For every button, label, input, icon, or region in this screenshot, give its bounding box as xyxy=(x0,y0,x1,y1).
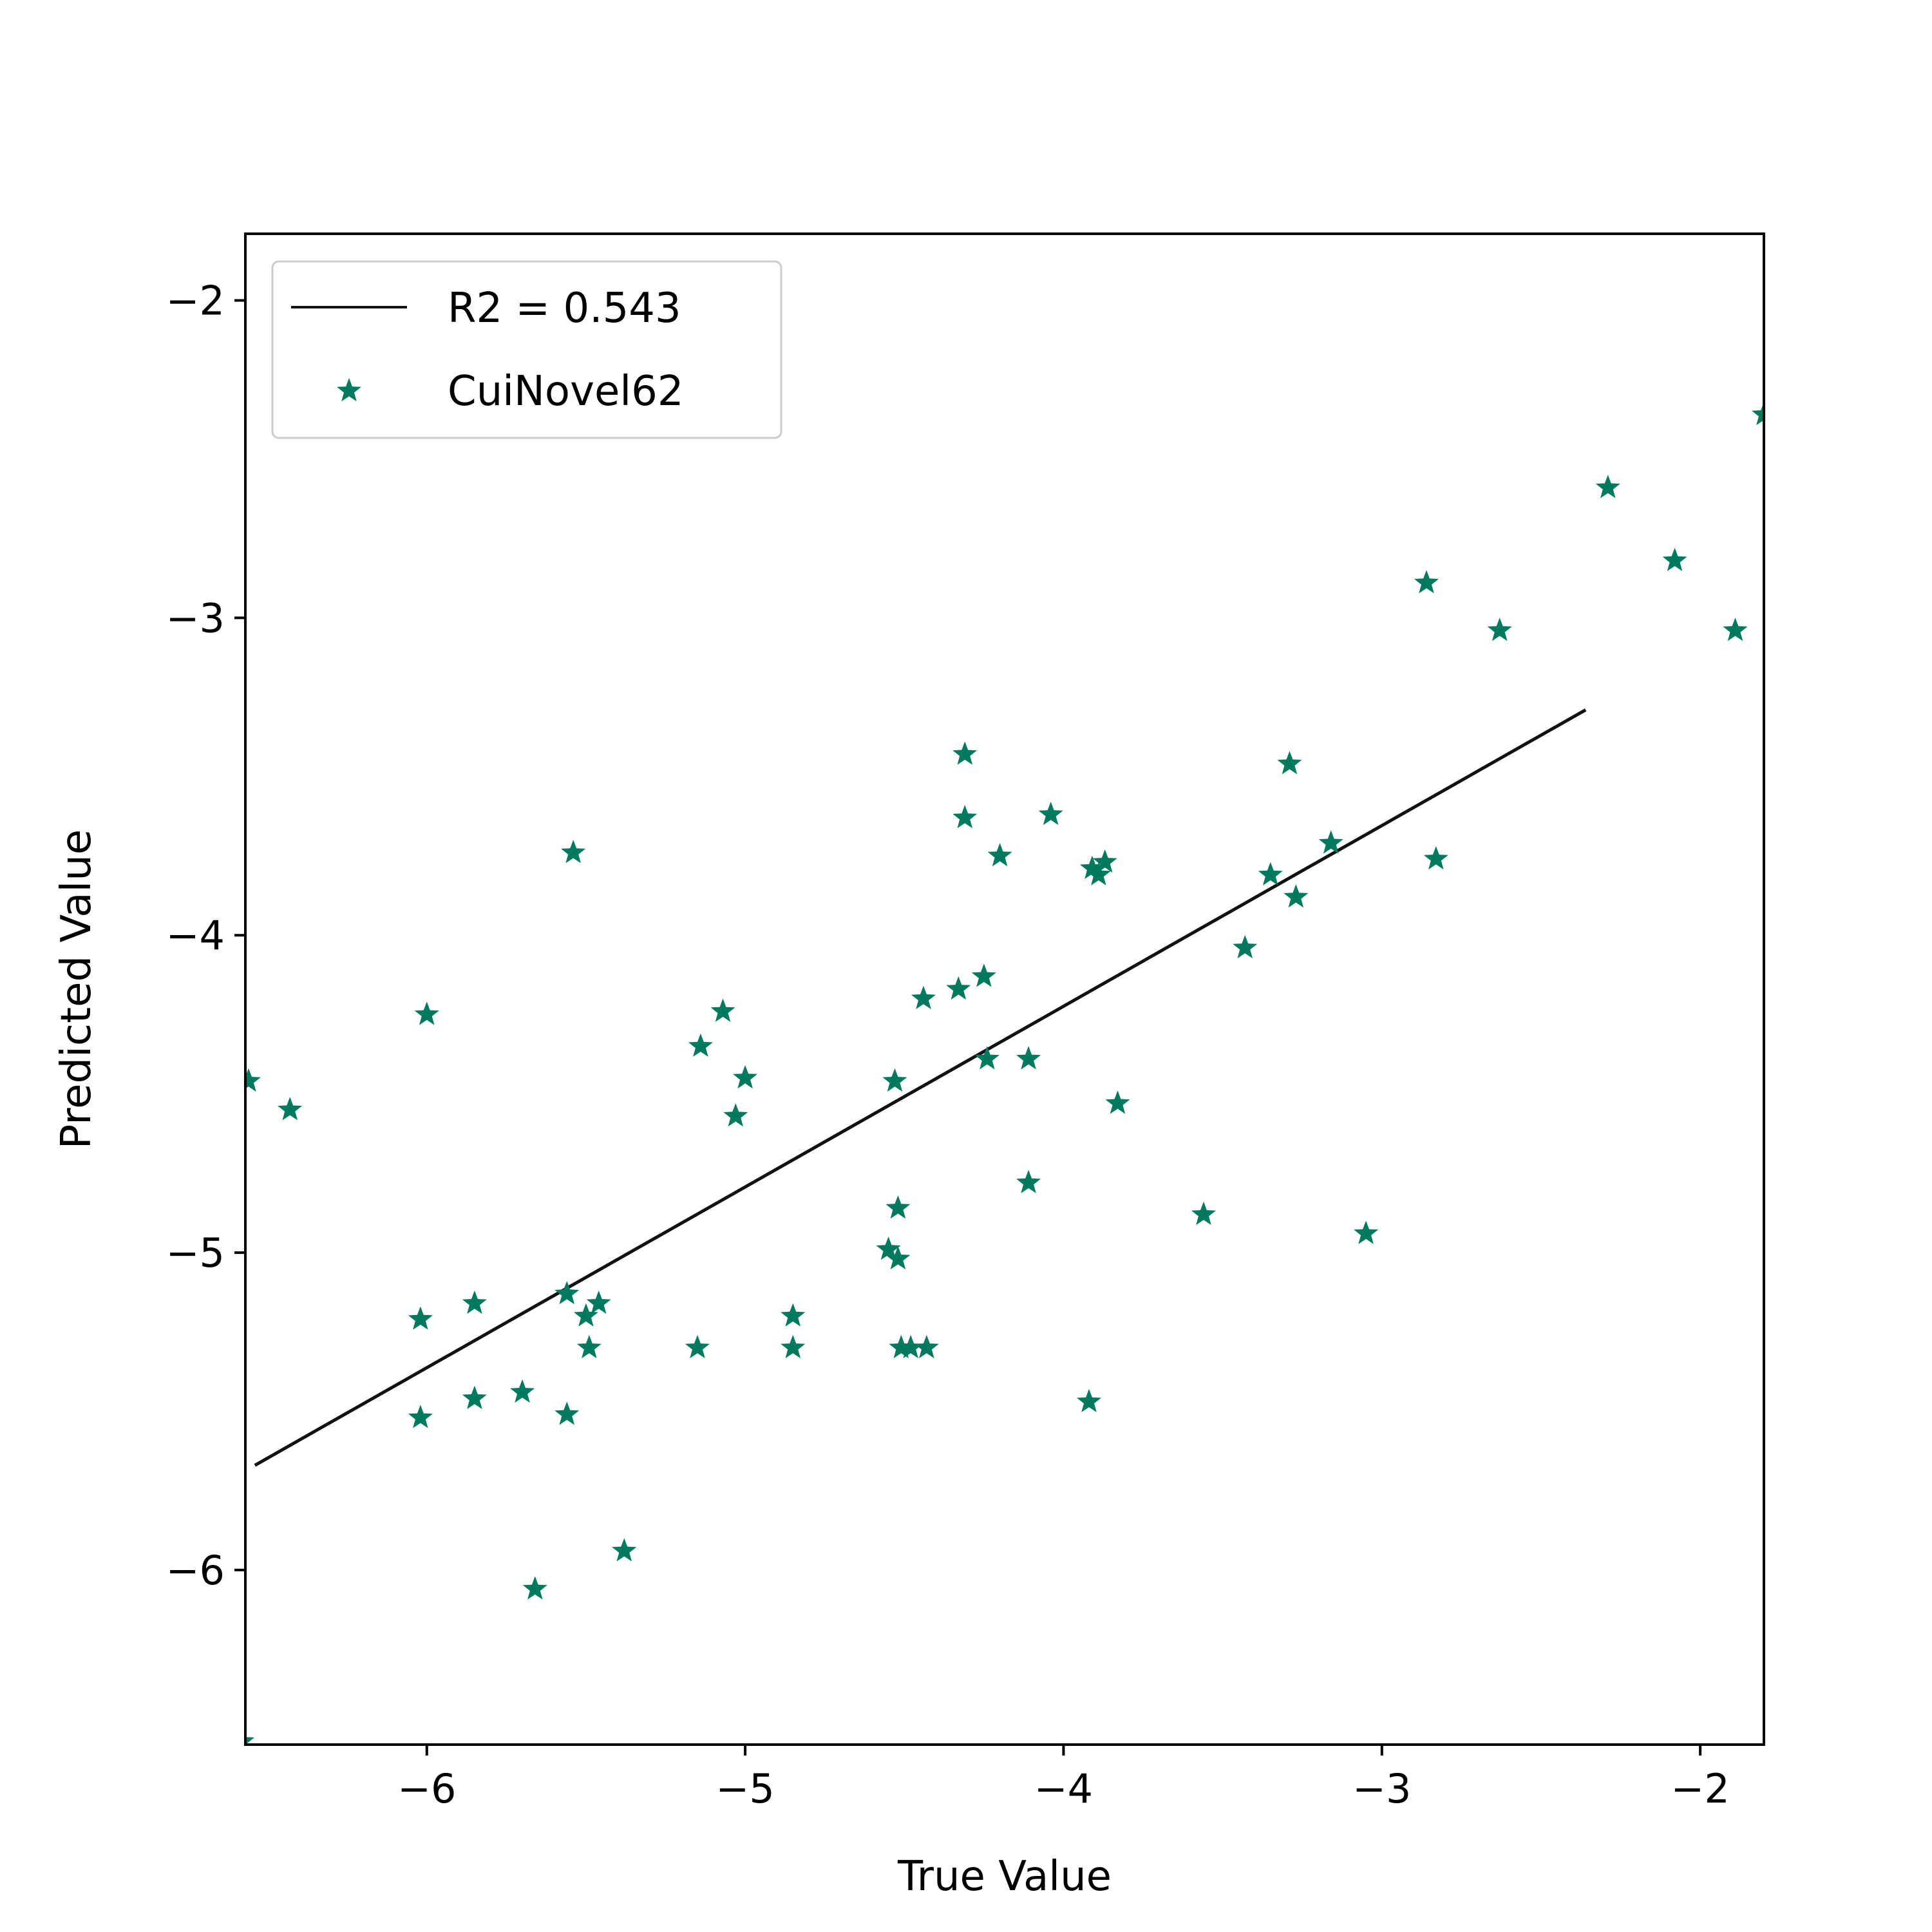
data-point xyxy=(886,1245,911,1270)
x-tick-label: −6 xyxy=(397,1765,456,1812)
data-point xyxy=(1077,1388,1101,1412)
data-point xyxy=(554,1401,580,1425)
data-point xyxy=(952,741,978,765)
y-tick-label: −4 xyxy=(166,912,225,959)
data-point xyxy=(876,1236,901,1260)
data-point xyxy=(987,843,1012,867)
legend-scatter-label: CuiNovel62 xyxy=(448,368,684,415)
data-point xyxy=(898,1334,923,1359)
data-point xyxy=(1423,846,1448,870)
data-point xyxy=(914,1334,939,1359)
data-point xyxy=(952,804,978,828)
plot-marks xyxy=(245,401,1764,1745)
x-tick-label: −3 xyxy=(1352,1765,1411,1812)
data-point xyxy=(1258,862,1283,886)
data-point xyxy=(245,1737,255,1745)
data-point xyxy=(781,1334,806,1359)
x-tick-label: −4 xyxy=(1034,1765,1093,1812)
data-point xyxy=(561,840,586,864)
y-tick-label: −3 xyxy=(166,594,225,641)
data-point xyxy=(1283,884,1309,908)
data-point xyxy=(889,1334,914,1359)
data-point xyxy=(710,998,735,1022)
legend-box xyxy=(271,260,782,439)
data-point xyxy=(1079,855,1104,879)
legend-star-swatch xyxy=(337,378,361,402)
data-point xyxy=(278,1097,303,1121)
data-point xyxy=(971,963,996,987)
data-point xyxy=(1595,475,1620,498)
data-point xyxy=(882,1068,907,1092)
data-point xyxy=(1752,401,1764,426)
data-point xyxy=(414,1001,439,1025)
data-point xyxy=(510,1379,535,1403)
data-point xyxy=(612,1538,637,1562)
regression-line xyxy=(254,708,1587,1467)
plot-frame xyxy=(244,232,1765,1746)
x-axis-label: True Value xyxy=(897,1853,1112,1900)
data-point xyxy=(723,1103,748,1127)
data-point xyxy=(1016,1170,1041,1193)
data-point xyxy=(1723,618,1748,641)
data-point xyxy=(781,1303,806,1327)
data-point xyxy=(1092,849,1117,873)
y-tick-label: −5 xyxy=(166,1229,225,1276)
axis-ticks: −6 −5 −4 −3 −2 −6 −5 −4 −3 −2 xyxy=(166,278,1730,1813)
data-point xyxy=(245,1068,261,1092)
data-point xyxy=(554,1281,580,1305)
data-point xyxy=(1191,1201,1216,1226)
data-point xyxy=(462,1385,487,1409)
data-point xyxy=(946,976,971,1000)
data-point xyxy=(1233,934,1258,959)
data-point xyxy=(586,1290,611,1314)
y-tick-label: −6 xyxy=(166,1547,225,1594)
data-point xyxy=(1086,862,1111,886)
data-point xyxy=(1038,801,1063,826)
data-point xyxy=(685,1334,710,1359)
data-point xyxy=(1662,547,1687,571)
data-point xyxy=(886,1195,911,1219)
data-point xyxy=(911,985,936,1009)
data-point xyxy=(462,1290,487,1314)
data-point xyxy=(1318,830,1343,854)
data-point xyxy=(408,1306,433,1330)
data-point xyxy=(573,1303,598,1327)
data-point xyxy=(1105,1090,1130,1114)
x-tick-label: −2 xyxy=(1671,1765,1729,1812)
data-point xyxy=(974,1046,999,1070)
data-point xyxy=(522,1576,547,1600)
legend: R2 = 0.543 CuiNovel62 xyxy=(271,260,782,439)
legend-line-label: R2 = 0.543 xyxy=(448,285,681,332)
data-point xyxy=(733,1065,758,1089)
y-axis-label: Predicted Value xyxy=(53,829,100,1150)
data-point xyxy=(1016,1046,1041,1070)
y-tick-label: −2 xyxy=(166,278,225,325)
data-point xyxy=(408,1405,433,1428)
data-point xyxy=(1354,1220,1379,1244)
legend-star-marker xyxy=(337,378,361,402)
data-point xyxy=(1277,751,1302,775)
data-point xyxy=(1414,570,1439,594)
data-point xyxy=(688,1033,713,1057)
x-tick-label: −5 xyxy=(715,1765,774,1812)
data-point xyxy=(1487,618,1512,641)
data-point xyxy=(576,1334,601,1359)
